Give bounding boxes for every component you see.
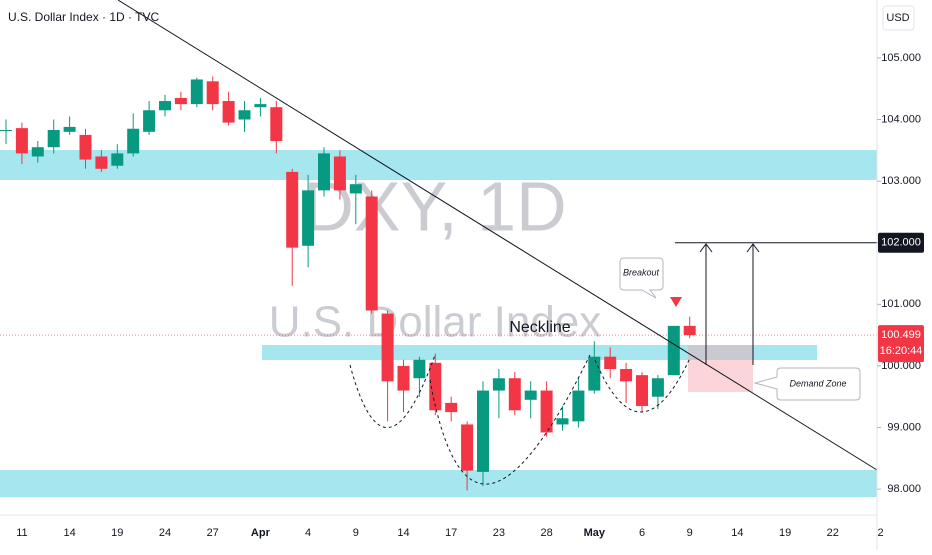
demand-callout [753,367,861,401]
candle-body [111,153,124,166]
arrow-head [699,243,713,253]
x-tick-label: 14 [731,527,743,539]
x-tick-label: 14 [397,527,409,539]
last-price-box [878,325,924,363]
candle-body [254,104,267,108]
candle-body [604,356,617,370]
target-price-label: 102.000 [881,237,921,249]
candle-body [318,153,330,191]
price-axis [877,0,932,550]
x-tick-label: 9 [687,527,693,539]
x-tick-label: 22 [827,527,839,539]
x-tick-label: 6 [639,527,645,539]
candle-body [286,171,299,248]
y-tick-label: 105.000 [881,52,921,64]
candle-body [238,110,251,120]
resistance-zone [0,150,877,180]
candle-body [349,184,362,194]
candle-body [95,156,108,169]
support-zone [0,470,877,497]
breakout-callout [619,257,664,299]
candle-body [620,369,633,382]
trendline [117,0,878,471]
right-shoulder [594,357,691,413]
candle-body [206,81,219,105]
candle-body [413,359,426,379]
candle-body [270,107,283,142]
y-tick-label: 103.000 [881,175,921,187]
candle-body [556,418,569,425]
currency[interactable]: USD [886,12,909,24]
candle-body [492,378,505,391]
axis-labels: 98.000 99.000 100.000 101.000 102.000 103.000… [16,52,924,539]
candle-body [127,128,140,154]
x-tick-label: 23 [493,527,505,539]
candle-body [63,126,76,132]
countdown-label: 16:20:44 [880,345,923,357]
x-tick-label: May [584,527,606,539]
x-tick-label: 11 [16,527,27,539]
candle-body [588,356,601,391]
candle-body [381,313,394,382]
breakout-marker [670,297,682,307]
x-tick-label: 19 [111,527,123,539]
breakout-label: Breakout [623,267,660,277]
x-tick-label: 24 [159,527,171,539]
x-tick-label: 27 [207,527,219,539]
y-tick-label: 104.000 [881,113,921,125]
target-price-box [878,232,924,253]
x-tick-label: 4 [305,527,311,539]
currency-button[interactable] [882,5,915,31]
x-tick-label: Apr [251,527,271,539]
plot [0,76,877,491]
candle-body [572,390,585,422]
chart-title: U.S. Dollar Index · 1D · TVC [8,10,159,24]
candle-body [143,110,156,132]
y-tick-label: 101.000 [881,298,921,310]
candle-body [159,101,171,111]
candle-body [302,190,315,246]
candle-body [31,147,44,157]
candle-body [477,390,489,472]
candle-body [222,101,235,123]
y-tick-label: 100.000 [881,360,921,372]
y-tick-label: 99.000 [887,421,921,433]
candle-body [636,375,648,406]
x-tick-label: 17 [445,527,457,539]
last-price-label: 100.499 [881,329,921,341]
x-tick-label: 2 [877,527,883,539]
retest-zone [688,345,753,360]
candle-body [461,424,474,471]
x-tick-label: 9 [353,527,359,539]
candle-body [667,325,680,376]
candle-body [397,365,410,391]
candle-body [524,390,537,400]
candle-body [0,129,12,131]
candle-body [174,97,187,105]
candle-body [79,134,92,160]
demand-zone-label: Demand Zone [789,378,846,388]
arrow-head [746,243,760,253]
candle-body [15,128,28,154]
candle-body [508,378,521,411]
candle-body [651,378,664,397]
watermark-symbol: DXY, 1D [303,167,566,245]
candle-body [365,196,378,311]
x-tick-label: 14 [63,527,75,539]
left-shoulder [349,354,436,429]
candle-body [47,129,60,148]
x-tick-label: 28 [540,527,552,539]
candle-body [190,79,203,105]
x-tick-label: 19 [779,527,791,539]
candle-body [445,402,458,413]
candle-body [333,156,346,191]
y-tick-label: 98.000 [887,483,921,495]
candle-body [429,362,442,411]
candle-body [540,390,553,433]
neckline-label: Neckline [509,319,570,336]
candle-body [683,325,696,336]
watermark-name: U.S. Dollar Index [269,298,602,347]
